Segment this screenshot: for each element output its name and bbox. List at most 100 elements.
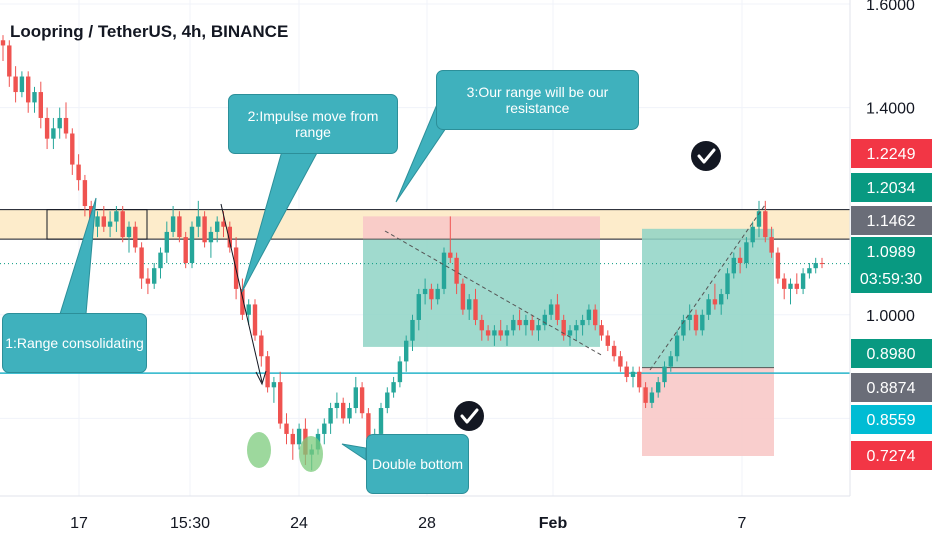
candle-body [435, 288, 440, 300]
x-tick-label: Feb [539, 515, 568, 532]
candle-body [649, 392, 655, 403]
candle-body [347, 408, 352, 419]
check-circle-icon [454, 401, 484, 431]
candle-body [643, 387, 648, 403]
candle-body [82, 180, 88, 207]
candle-body [555, 304, 560, 320]
long-target-zone [642, 228, 774, 368]
price-badge-label: 0.8874 [867, 380, 916, 397]
candle-body [221, 221, 226, 227]
candle-body [183, 237, 188, 263]
candle-body [328, 408, 333, 424]
candle-body [290, 433, 295, 445]
candle-body [0, 40, 6, 46]
y-tick-label: 1.6000 [866, 0, 915, 14]
candle-body [737, 257, 743, 263]
range-box [46, 209, 148, 240]
axes: 1.6000 1.4000 1.0000 17 15:30 24 28 Feb 7 [0, 0, 915, 532]
candle-body [637, 371, 642, 388]
candle-body [775, 252, 781, 279]
candle-body [334, 402, 340, 409]
candle-body [725, 273, 730, 295]
candle-body [800, 273, 806, 289]
candle-body [366, 413, 371, 440]
candle-body [284, 423, 289, 434]
price-badge [851, 373, 932, 402]
candle-body [479, 319, 484, 331]
candle-body [38, 92, 43, 118]
x-tick-label: 17 [70, 515, 88, 532]
candle-body [700, 314, 705, 331]
candle-body [523, 319, 529, 326]
candle-body [246, 304, 251, 315]
candle-body [7, 45, 12, 77]
trade-zones [0, 209, 850, 456]
x-tick-label: 24 [290, 515, 308, 532]
candle-body [492, 330, 497, 336]
candle-body [744, 242, 749, 263]
candle-body [215, 221, 220, 232]
candle-body [101, 216, 106, 227]
candle-body [719, 294, 724, 305]
candle-body [410, 319, 415, 341]
candle-body [662, 366, 667, 383]
double-bottom-marker [247, 432, 271, 468]
candle-body [530, 319, 535, 331]
candle-body [189, 226, 195, 263]
candle-body [429, 288, 434, 300]
candle-body [227, 226, 232, 248]
candle-body [322, 423, 327, 434]
candle-body [763, 211, 768, 238]
candle-body [756, 211, 762, 227]
candle-body [750, 226, 755, 243]
candle-body [574, 325, 579, 331]
candle-body [498, 330, 503, 336]
candle-body [731, 257, 736, 274]
y-tick-label: 1.4000 [866, 101, 915, 118]
candle-body [794, 283, 799, 289]
candle-body [404, 340, 409, 362]
price-badge-label: 0.8980 [867, 346, 916, 363]
candle-body [51, 128, 56, 139]
candle-body [44, 117, 50, 139]
price-badge-label: 0.7274 [867, 448, 916, 465]
candle-body [202, 216, 207, 243]
candle-body [605, 335, 610, 346]
price-badge-label: 1.2249 [867, 146, 916, 163]
candles [0, 35, 825, 471]
candle-body [63, 117, 69, 134]
candle-body [561, 319, 566, 336]
candle-body [378, 408, 384, 434]
candle-body [252, 304, 258, 336]
candle-body [416, 294, 421, 320]
candle-body [265, 356, 270, 388]
candle-body [133, 226, 138, 248]
candle-body [422, 288, 428, 295]
candle-body [548, 304, 554, 315]
candle-body [467, 299, 472, 310]
candle-body [271, 382, 277, 388]
candle-body [618, 356, 623, 367]
candle-body [240, 288, 245, 315]
check-circle-icon [691, 141, 721, 171]
candle-body [788, 283, 793, 289]
price-badge [851, 405, 932, 434]
impulse-arrowhead [255, 370, 267, 386]
callout-impulse-move: 2:Impulse move from range [228, 94, 398, 154]
candle-body [454, 257, 459, 284]
chart-title: Loopring / TetherUS, 4h, BINANCE [10, 22, 289, 41]
candle-body [296, 428, 302, 445]
candle-body [259, 335, 264, 357]
candle-body [114, 211, 119, 222]
candle-body [599, 325, 604, 336]
candle-body [397, 361, 403, 383]
x-tick-label: 15:30 [170, 515, 210, 532]
candle-body [26, 76, 31, 103]
candle-body [668, 356, 673, 367]
y-tick-label: 1.0000 [866, 308, 915, 325]
price-badge [851, 339, 932, 368]
candle-body [687, 314, 692, 320]
price-badge [851, 139, 932, 168]
candle-body [76, 164, 81, 181]
